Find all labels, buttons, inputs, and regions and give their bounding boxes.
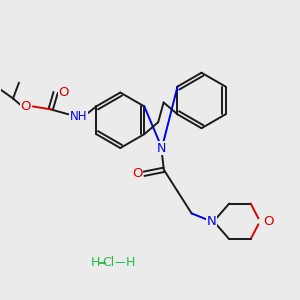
Text: —: — <box>114 256 127 269</box>
Text: N: N <box>157 142 167 154</box>
Text: O: O <box>21 100 31 113</box>
Text: O: O <box>263 215 274 228</box>
Text: H: H <box>91 256 100 269</box>
Text: N: N <box>207 215 216 228</box>
Text: H: H <box>125 256 135 269</box>
Text: Cl: Cl <box>102 256 115 269</box>
Text: O: O <box>132 167 142 180</box>
Text: O: O <box>58 86 69 99</box>
Text: NH: NH <box>70 110 87 123</box>
